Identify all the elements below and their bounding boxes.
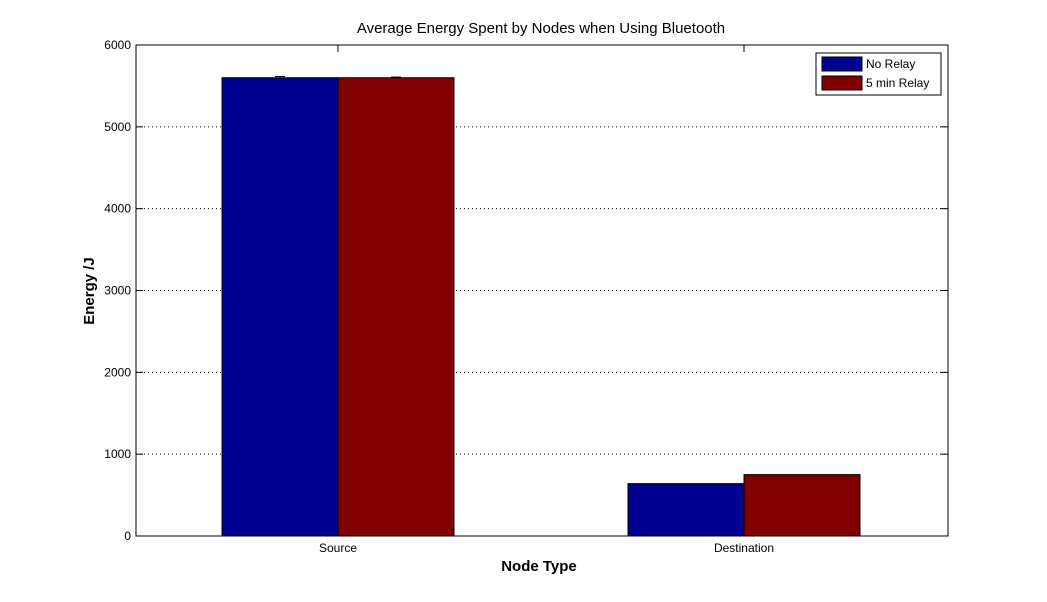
x-tick-label: Destination [714,541,774,555]
y-tick-label: 4000 [104,202,131,216]
legend: No Relay 5 min Relay [815,52,942,96]
chart-title: Average Energy Spent by Nodes when Using… [357,20,725,37]
bars [221,77,861,537]
legend-swatch-no-relay [821,56,863,72]
legend-label-5-min-relay: 5 min Relay [866,76,929,90]
x-tick-label: Source [319,541,357,555]
y-tick-label: 6000 [104,38,131,52]
bar-source-no-relay [221,77,339,537]
y-tick-label: 1000 [104,447,131,461]
error-bars [275,76,401,79]
grid-lines [136,126,948,455]
legend-label-no-relay: No Relay [866,57,915,71]
legend-swatch-5-min-relay [821,75,863,91]
bar-destination-no-relay [627,483,745,537]
y-axis: 0 1000 2000 3000 4000 5000 6000 [104,38,948,543]
y-axis-title: Energy /J [81,257,98,325]
x-axis: Source Destination [319,45,774,555]
y-tick-label: 5000 [104,120,131,134]
y-tick-label: 3000 [104,284,131,298]
x-axis-title: Node Type [501,558,577,575]
y-tick-label: 2000 [104,365,131,379]
bar-destination-5-min-relay [743,474,861,537]
y-tick-label: 0 [124,529,131,543]
bar-source-5-min-relay [337,77,455,537]
